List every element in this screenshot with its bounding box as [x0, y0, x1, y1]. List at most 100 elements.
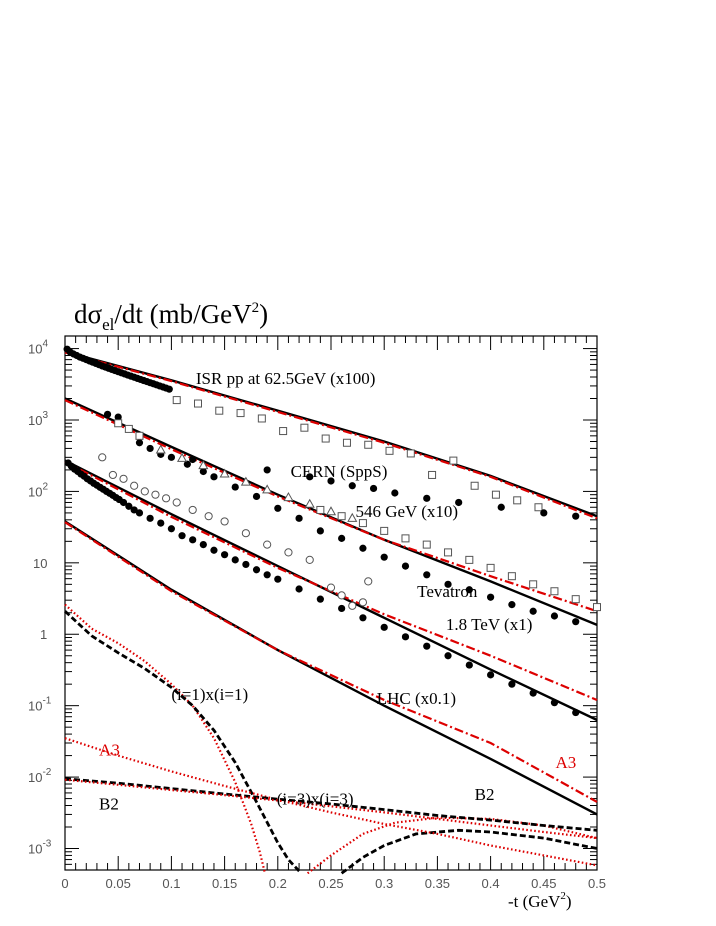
data-point-filled-circle [572, 618, 580, 626]
data-point-filled-circle [465, 661, 473, 669]
data-point-filled-circle [263, 466, 271, 474]
data-point-open-square [422, 540, 431, 549]
data-point-filled-circle [487, 671, 495, 679]
data-point-filled-circle [444, 652, 452, 660]
data-point-filled-circle [210, 473, 218, 481]
x-tick-label: 0.35 [425, 876, 450, 891]
data-point-filled-circle [455, 498, 463, 507]
data-point-filled-circle [183, 460, 191, 468]
data-point-open-circle [364, 577, 373, 586]
data-point-open-circle [140, 487, 149, 496]
data-point-open-square [321, 434, 330, 443]
data-point-open-square [279, 427, 288, 436]
data-point-open-square [507, 572, 516, 581]
data-point-open-square [465, 555, 474, 564]
y-tick-label: 103 [28, 410, 48, 428]
curve-annotation: ISR pp at 62.5GeV (x100) [196, 369, 376, 388]
data-point-open-circle [151, 490, 160, 499]
data-point-open-circle [108, 470, 117, 480]
data-point-filled-circle [306, 473, 314, 481]
data-point-filled-circle [508, 680, 516, 688]
data-point-filled-circle [103, 410, 112, 418]
data-point-open-square [550, 587, 559, 596]
data-point-open-square [449, 456, 458, 465]
data-point-open-square [316, 505, 325, 514]
data-point-filled-circle [401, 562, 410, 570]
data-point-filled-circle [540, 509, 548, 517]
data-point-open-square [513, 496, 522, 505]
data-point-open-circle [358, 598, 368, 607]
data-point-filled-circle [167, 525, 175, 533]
data-point-filled-circle [157, 519, 165, 527]
data-point-filled-circle [497, 503, 505, 511]
data-point-open-square [215, 406, 224, 415]
data-point-open-square [486, 563, 495, 572]
data-point-filled-circle [221, 551, 229, 559]
x-tick-label: 0.4 [482, 876, 500, 891]
data-point-filled-circle [487, 593, 495, 601]
data-point-open-square [529, 580, 538, 589]
data-point-filled-circle [508, 601, 516, 609]
data-point-filled-circle [529, 689, 537, 697]
curve-annotation: LHC (x0.1) [377, 689, 456, 708]
data-point-filled-circle [401, 633, 410, 641]
y-tick-label: 104 [28, 339, 48, 357]
data-point-filled-circle [263, 571, 271, 579]
x-axis-label: -t (GeV2) [508, 890, 572, 911]
data-point-open-square [236, 409, 245, 418]
data-point-filled-circle [444, 580, 452, 588]
data-point-open-circle [326, 583, 336, 592]
data-point-open-triangle [219, 468, 230, 478]
series-line-dashed [340, 828, 598, 875]
data-point-open-triangle [155, 444, 166, 454]
data-point-filled-circle [327, 477, 335, 485]
data-point-filled-circle [423, 494, 431, 502]
data-point-open-circle [172, 498, 181, 507]
data-point-filled-circle [199, 540, 207, 549]
data-point-filled-circle [423, 571, 431, 579]
title-subscript: el [102, 315, 115, 334]
data-point-filled-circle [359, 614, 367, 622]
series-line-dotted [64, 603, 267, 874]
data-point-filled-circle [338, 604, 346, 613]
data-point-open-circle [204, 512, 213, 521]
curve-annotation: (i=1)x(i=1) [171, 685, 248, 704]
data-point-open-circle [337, 591, 346, 600]
data-point-filled-circle [274, 575, 282, 583]
data-point-open-circle [284, 548, 293, 557]
data-point-open-square [428, 470, 437, 479]
data-point-open-circle [305, 555, 314, 564]
data-point-open-square [380, 526, 389, 535]
data-point-filled-circle [348, 482, 356, 490]
series-line-solid [64, 520, 598, 816]
data-point-open-square [406, 449, 415, 458]
data-point-open-square [364, 440, 373, 449]
data-point-filled-circle [391, 489, 399, 497]
data-point-open-square [124, 424, 133, 433]
data-point-open-triangle [283, 492, 294, 502]
title-superscript: 2 [252, 300, 260, 316]
data-point-filled-circle [550, 699, 559, 707]
x-tick-label: 0.5 [588, 876, 606, 891]
data-point-filled-circle [369, 484, 378, 493]
data-point-filled-circle [359, 544, 367, 552]
curve-annotation: A3 [556, 753, 577, 772]
data-point-filled-circle [465, 586, 473, 594]
curve-annotation: B2 [475, 785, 495, 804]
series-line-dashdot [64, 521, 598, 803]
x-tick-label: 0.15 [212, 876, 237, 891]
data-point-open-square [114, 419, 123, 428]
data-point-filled-circle [130, 506, 138, 514]
data-point-open-triangle [325, 506, 337, 516]
data-point-open-circle [241, 529, 250, 538]
data-point-filled-circle [380, 553, 388, 561]
data-point-open-triangle [198, 460, 209, 470]
data-point-filled-circle [167, 453, 175, 461]
data-point-open-square [257, 414, 266, 423]
curve-annotation: B2 [99, 795, 119, 814]
data-point-filled-circle [423, 642, 431, 650]
data-point-open-square [342, 438, 351, 447]
x-tick-label: 0 [61, 876, 68, 891]
x-tick-label: 0.3 [375, 876, 393, 891]
